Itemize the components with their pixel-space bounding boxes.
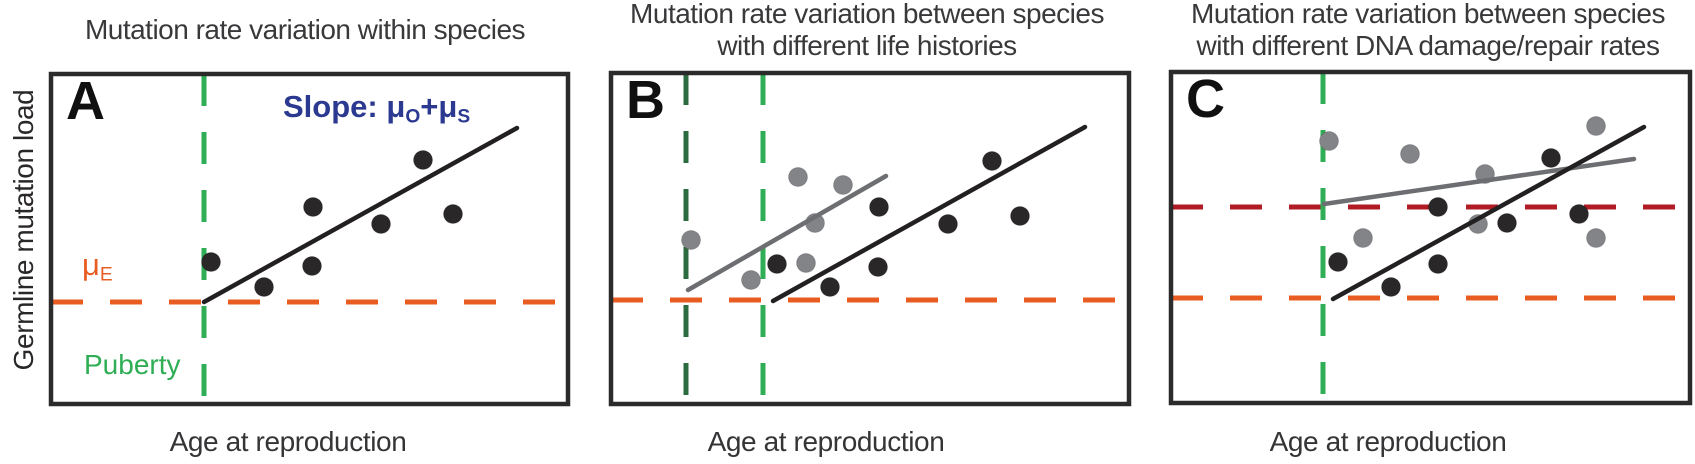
gray-species-point xyxy=(1586,228,1606,248)
within-species-point xyxy=(371,214,391,234)
black-species-point xyxy=(869,197,889,217)
within-species-point xyxy=(443,204,463,224)
black-species-trendline xyxy=(770,124,1088,304)
plot-frame xyxy=(608,70,1132,407)
black-species-point xyxy=(820,277,840,297)
plot-frame xyxy=(48,71,571,407)
within-species-point xyxy=(302,256,322,276)
black-species-point xyxy=(767,254,787,274)
within-species-point xyxy=(413,150,433,170)
black-species-point xyxy=(1381,277,1401,297)
black-species-trendline xyxy=(1330,124,1647,302)
black-species-point xyxy=(1428,197,1448,217)
gray-species-point xyxy=(681,230,701,250)
gray-species-point xyxy=(1586,116,1606,136)
gray-species-point xyxy=(796,253,816,273)
black-species-point xyxy=(1497,213,1517,233)
within-species-point xyxy=(201,252,221,272)
black-species-point xyxy=(1010,206,1030,226)
gray-species-point xyxy=(1400,144,1420,164)
gray-species-point xyxy=(741,270,761,290)
black-species-point xyxy=(982,151,1002,171)
gray-species-trendline xyxy=(685,173,889,293)
gray-species-point xyxy=(1319,131,1339,151)
black-species-point xyxy=(868,257,888,277)
black-species-point xyxy=(1569,204,1589,224)
within-species-point xyxy=(254,277,274,297)
black-species-point xyxy=(1328,252,1348,272)
plot-frame xyxy=(1168,69,1693,406)
gray-species-point xyxy=(788,167,808,187)
gray-species-point xyxy=(833,175,853,195)
gray-species-trendline xyxy=(1321,156,1637,207)
within-species-point xyxy=(303,197,323,217)
panel-A xyxy=(48,71,571,407)
panel-B xyxy=(608,70,1132,407)
black-species-point xyxy=(938,214,958,234)
black-species-point xyxy=(1428,254,1448,274)
gray-species-point xyxy=(1353,228,1373,248)
black-species-point xyxy=(1541,148,1561,168)
within-species-trendline xyxy=(201,125,520,305)
panel-C xyxy=(1168,69,1693,406)
